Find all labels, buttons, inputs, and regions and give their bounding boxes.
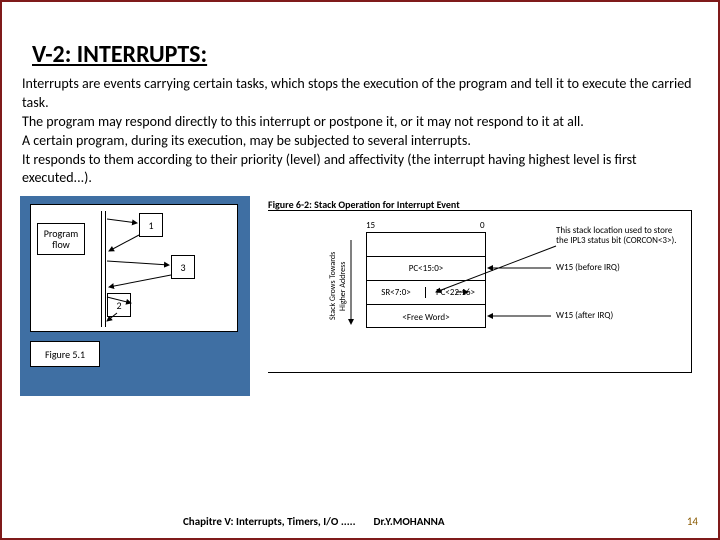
para-1: Interrupts are events carrying certain t… (22, 75, 698, 113)
body-text: Interrupts are events carrying certain t… (2, 75, 718, 188)
bullet-dot: . (14, 306, 18, 323)
figure-stack-operation: Figure 6-2: Stack Operation for Interrup… (256, 196, 696, 396)
fig-left-caption: Figure 5.1 (30, 341, 100, 367)
ptr-after: W15 (after IRQ) (556, 311, 686, 321)
figures-row: Programflow 1 2 3 Figure (2, 196, 718, 396)
flow-arrows (31, 205, 239, 333)
footer-chapter: Chapitre V: Interrupts, Timers, I/O ....… (22, 515, 374, 528)
para-3: A certain program, during its execution,… (22, 132, 698, 151)
para-2: The program may respond directly to this… (22, 113, 698, 132)
note-top: This stack location used to store the IP… (556, 226, 686, 246)
footer-page: 14 (630, 515, 698, 528)
figure-program-flow: Programflow 1 2 3 Figure (20, 196, 250, 396)
footer: Chapitre V: Interrupts, Timers, I/O ....… (2, 515, 718, 528)
footer-author: Dr.Y.MOHANNA (374, 515, 631, 528)
slide-title: V-2: INTERRUPTS: (2, 2, 718, 75)
fig-left-canvas: Programflow 1 2 3 (30, 204, 238, 332)
para-4: It responds to them according to their p… (22, 151, 698, 189)
ptr-before: W15 (before IRQ) (556, 263, 686, 273)
